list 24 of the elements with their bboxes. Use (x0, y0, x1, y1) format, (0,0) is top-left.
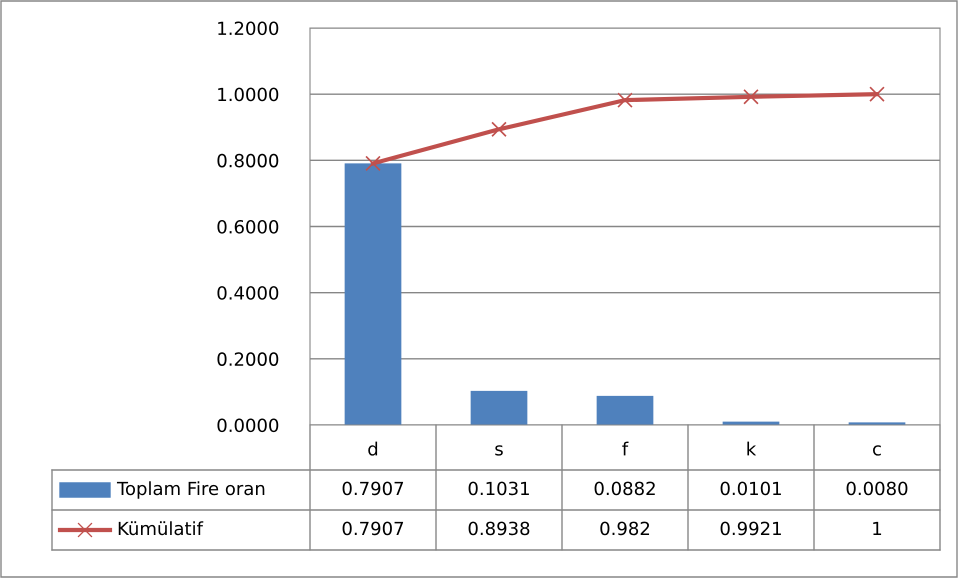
x-tick-label: k (747, 442, 756, 456)
x-tick-label: s (495, 445, 503, 456)
data-label: 0.9921 (720, 522, 781, 536)
data-label: 0.7907 (342, 482, 404, 496)
x-tick-label: d (368, 442, 378, 456)
y-tick-label: 0.2000 (217, 352, 278, 366)
data-label: 0.982 (600, 522, 650, 536)
y-tick-label: 0.6000 (217, 220, 278, 234)
data-label: 0.1031 (468, 482, 529, 496)
data-label: 0.7907 (342, 522, 404, 536)
legend-label: Kümülatif (118, 521, 204, 536)
data-label: 0.0101 (720, 482, 781, 496)
data-label: 0.0080 (846, 482, 908, 496)
legend-label: Toplam Fire oran (116, 481, 264, 499)
data-label: 1 (873, 522, 882, 535)
data-label: 0.0882 (594, 482, 655, 496)
x-tick-label: c (873, 445, 881, 456)
y-tick-label: 0.8000 (217, 154, 278, 168)
x-tick-label: f (622, 442, 629, 456)
data-label: 0.8938 (468, 522, 530, 536)
y-tick-label: 0.4000 (217, 286, 278, 300)
y-tick-label: 0.0000 (217, 418, 278, 432)
y-tick-label: 1.2000 (218, 21, 278, 36)
y-tick-label: 1.0000 (218, 88, 278, 102)
